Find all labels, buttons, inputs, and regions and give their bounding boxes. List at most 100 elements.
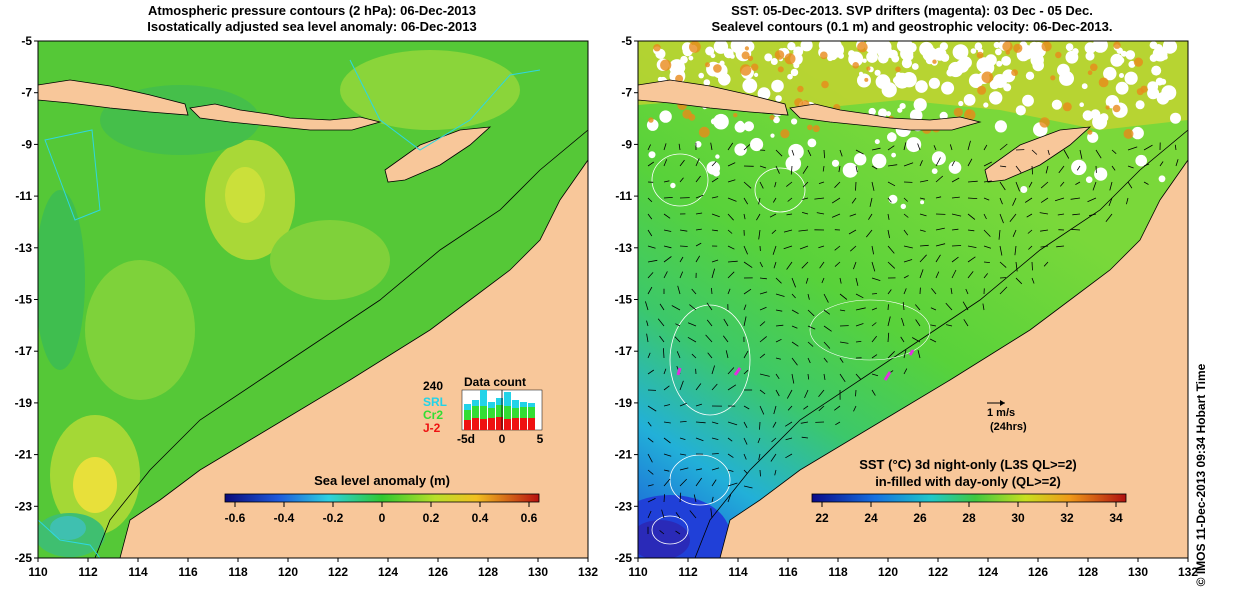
cloud-gap <box>975 42 982 49</box>
cloud-gap <box>773 116 780 124</box>
data-count-label-srl: SRL <box>423 395 447 409</box>
velocity-arrow <box>999 165 1007 168</box>
cloud-gap <box>901 58 913 69</box>
velocity-arrow <box>772 197 777 203</box>
cloud-gap <box>1079 102 1084 107</box>
velocity-arrow <box>743 405 750 410</box>
velocity-arrow <box>663 494 665 503</box>
data-count-label-cr2: Cr2 <box>423 408 443 422</box>
velocity-arrow <box>711 383 718 391</box>
left-y-tick-label: -7 <box>21 86 32 100</box>
velocity-arrow <box>887 316 891 327</box>
warm-pixel <box>820 51 828 60</box>
cloud-gap <box>993 41 1000 49</box>
velocity-arrow <box>706 302 713 311</box>
warm-pixel <box>682 109 692 119</box>
velocity-arrow <box>706 319 713 327</box>
sst-legend-tick-label: 34 <box>1109 511 1123 525</box>
left-map-area <box>38 41 588 558</box>
velocity-arrow <box>839 309 846 312</box>
velocity-arrow <box>759 373 770 377</box>
cloud-gap <box>1001 56 1011 66</box>
warm-pixel <box>1011 69 1018 76</box>
sealevel-contour <box>669 454 731 506</box>
cloud-gap <box>948 61 964 78</box>
cloud-gap <box>715 154 720 159</box>
velocity-arrow <box>1015 165 1022 173</box>
velocity-arrow <box>727 260 738 263</box>
warm-pixel <box>1041 41 1052 52</box>
velocity-arrow <box>663 256 672 263</box>
velocity-arrow <box>663 437 671 444</box>
cloud-gap <box>897 107 903 113</box>
cloud-gap <box>1162 47 1169 54</box>
velocity-arrow <box>663 421 671 424</box>
velocity-arrow <box>935 227 945 231</box>
velocity-arrow <box>759 469 761 477</box>
count-bar <box>528 407 535 418</box>
cloud-gap <box>1156 92 1170 105</box>
warm-pixel <box>774 50 785 60</box>
velocity-arrow <box>1175 159 1179 167</box>
cloud-gap <box>1092 41 1108 53</box>
cloud-gap <box>963 94 976 106</box>
warm-pixel <box>1090 63 1098 72</box>
warm-pixel <box>1050 75 1056 81</box>
cloud-gap <box>888 194 898 204</box>
warm-pixel <box>780 129 790 139</box>
velocity-arrow <box>1087 197 1097 203</box>
velocity-arrow <box>659 530 665 535</box>
left-y-tick-label: -5 <box>21 34 32 48</box>
velocity-arrow <box>679 256 684 263</box>
land-java <box>638 79 789 116</box>
velocity-arrow <box>1174 144 1177 151</box>
velocity-arrow <box>951 160 955 167</box>
right-y-tick-label: -23 <box>615 499 633 513</box>
velocity-arrow <box>1040 197 1049 203</box>
velocity-arrow <box>807 325 816 330</box>
cloud-gap <box>713 41 729 54</box>
count-bar <box>496 398 503 405</box>
cloud-gap <box>770 133 775 138</box>
velocity-arrow <box>983 273 989 279</box>
velocity-arrow <box>903 142 907 151</box>
warm-pixel <box>864 77 869 82</box>
velocity-arrow <box>887 197 892 203</box>
velocity-arrow <box>771 437 777 443</box>
velocity-arrow <box>1159 161 1164 167</box>
velocity-scale-label: 1 m/s <box>987 407 1015 419</box>
velocity-arrow <box>647 272 654 279</box>
velocity-arrow <box>775 165 780 174</box>
cloud-gap <box>948 161 962 174</box>
velocity-arrow <box>1143 181 1149 185</box>
velocity-arrow <box>887 351 895 359</box>
count-bar <box>472 406 479 418</box>
velocity-arrow <box>711 479 717 487</box>
cloud-gap <box>952 44 969 60</box>
velocity-arrow <box>1127 146 1138 151</box>
right-y-tick-label: -25 <box>615 551 633 565</box>
velocity-arrow <box>743 469 748 474</box>
cloud-gap <box>831 159 840 167</box>
left-x-tick-label: 122 <box>328 565 348 579</box>
velocity-arrow <box>919 229 926 232</box>
warm-pixel <box>812 125 820 133</box>
left-x-tick-label: 132 <box>578 565 598 579</box>
velocity-arrow <box>785 437 793 441</box>
warm-pixel <box>976 51 984 59</box>
count-bar <box>480 419 487 430</box>
velocity-arrow <box>871 389 876 396</box>
velocity-arrow <box>855 181 857 191</box>
sst-legend-title-line1: SST (°C) 3d night-only (L3S QL>=2) <box>859 457 1077 472</box>
velocity-arrow <box>727 384 737 391</box>
velocity-arrow <box>849 213 857 217</box>
cloud-gap <box>857 73 871 88</box>
velocity-arrow <box>775 357 782 360</box>
cloud-gap <box>1131 126 1144 140</box>
velocity-arrow <box>1059 181 1065 187</box>
velocity-arrow <box>775 309 783 312</box>
cloud-gap <box>754 72 759 77</box>
cloud-gap <box>920 200 925 205</box>
velocity-arrow <box>807 149 812 157</box>
cloud-gap <box>994 120 1008 133</box>
